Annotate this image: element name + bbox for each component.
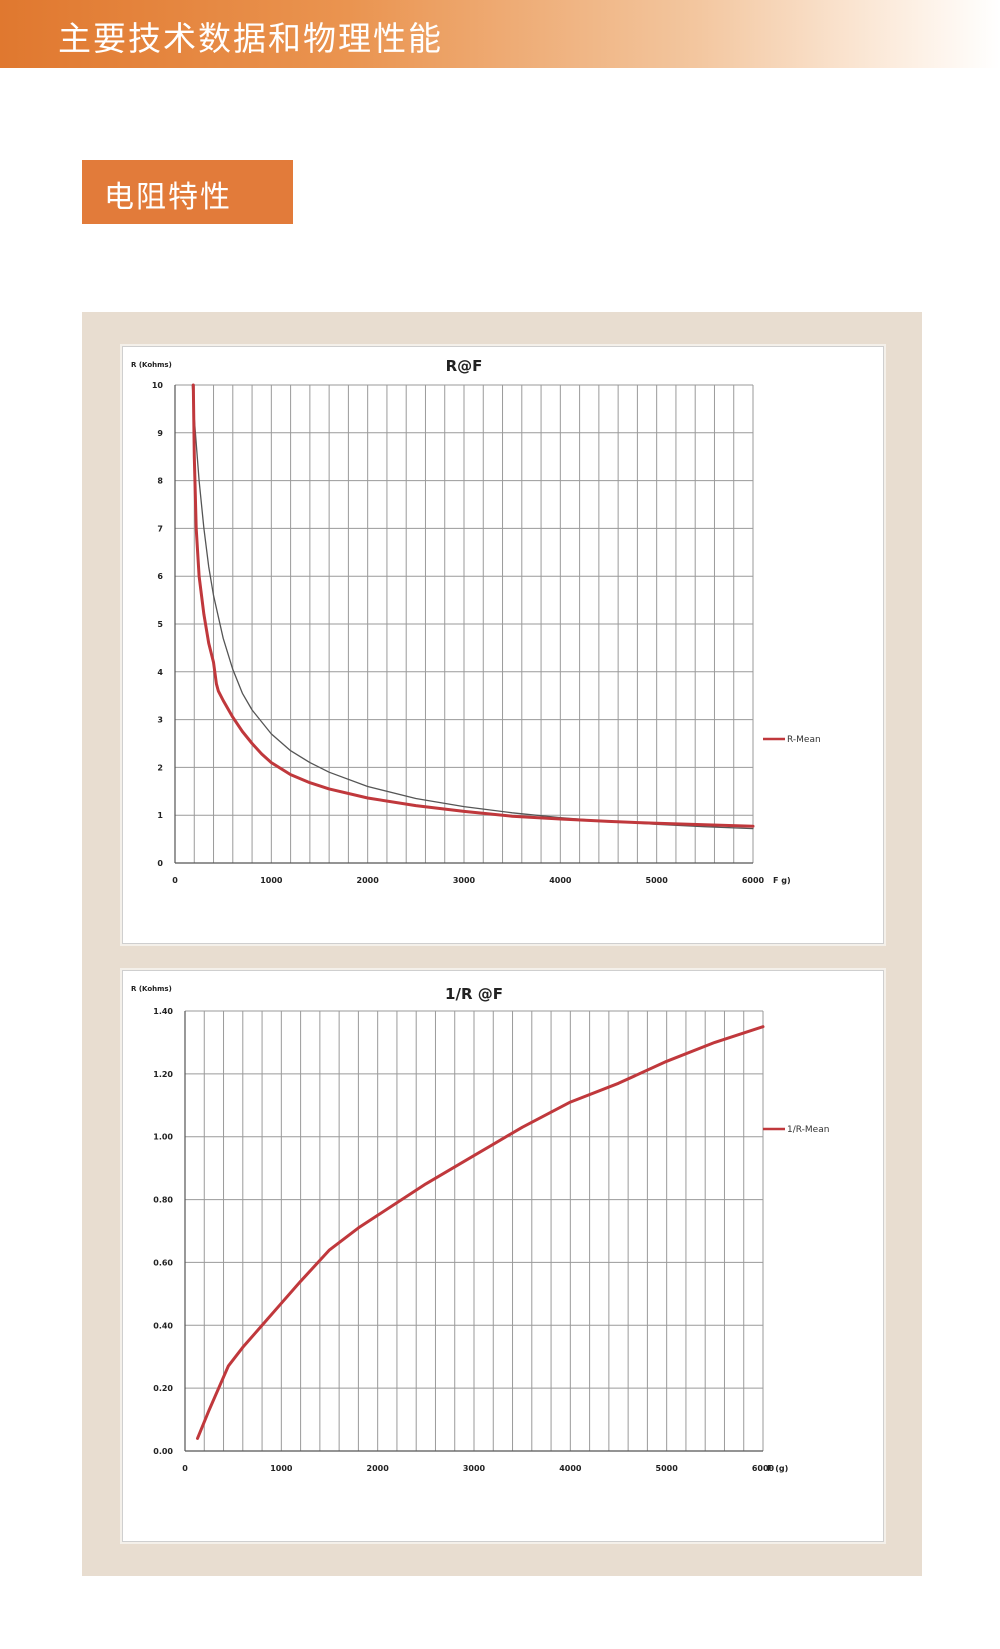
x-axis-label: F (g): [767, 1464, 788, 1473]
y-tick-label: 4: [157, 668, 163, 677]
x-axis-label: F g): [773, 876, 791, 885]
chart-inverse-r-at-f-svg: 0.00 0.20 0.40 0.60 0.80 1.00 1.20 1.40 0 1000 200…: [131, 985, 829, 1473]
y-tick-label: 1.00: [153, 1133, 173, 1142]
x-tick-label: 0: [172, 876, 178, 885]
chart-inverse-r-at-f: 0.00 0.20 0.40 0.60 0.80 1.00 1.20 1.40 0 1000 200…: [122, 970, 884, 1542]
y-tick-label: 0.40: [153, 1321, 173, 1330]
x-tick-label: 2000: [367, 1464, 390, 1473]
chart-r-at-f: 0 1 2 3 4 5 6 7 8 9 10 0 1000 2000 3000 4000 5000 6000 R@F…: [122, 346, 884, 944]
x-tick-label: 4000: [549, 876, 572, 885]
page-title: 主要技术数据和物理性能: [58, 19, 443, 58]
x-tick-label: 4000: [559, 1464, 582, 1473]
x-tick-label: 3000: [453, 876, 476, 885]
x-tick-label: 0: [182, 1464, 188, 1473]
y-tick-label: 1.20: [153, 1070, 173, 1079]
x-tick-label: 3000: [463, 1464, 486, 1473]
y-tick-label: 0.60: [153, 1258, 173, 1267]
x-tick-label: 2000: [357, 876, 380, 885]
y-tick-label: 8: [157, 477, 163, 486]
y-tick-label: 6: [157, 572, 163, 581]
header-bar: 主要技术数据和物理性能: [0, 0, 1000, 68]
y-tick-label: 10: [152, 381, 164, 390]
chart-title: 1/R @F: [445, 985, 503, 1003]
y-tick-label: 0.00: [153, 1447, 173, 1456]
y-tick-label: 2: [157, 763, 163, 772]
x-tick-label: 6000: [742, 876, 765, 885]
section-tag: 电阻特性: [82, 160, 293, 224]
y-tick-label: 1: [157, 811, 163, 820]
series-line-reference: [191, 384, 754, 830]
y-tick-label: 9: [157, 429, 163, 438]
section-title: 电阻特性: [104, 180, 232, 215]
y-tick-label: 5: [157, 620, 163, 629]
y-axis-label: R (Kohms): [131, 985, 172, 993]
legend-label: 1/R-Mean: [787, 1125, 829, 1135]
y-tick-label: 7: [157, 524, 163, 533]
x-tick-label: 1000: [260, 876, 283, 885]
x-tick-label: 6000: [752, 1464, 775, 1473]
x-tick-label: 1000: [270, 1464, 293, 1473]
y-tick-label: 0.80: [153, 1196, 173, 1205]
y-tick-label: 1.40: [153, 1007, 173, 1016]
y-tick-label: 0: [157, 859, 163, 868]
series-line-1-r-mean: [196, 1025, 765, 1440]
x-tick-label: 5000: [656, 1464, 679, 1473]
chart-title: R@F: [446, 357, 483, 375]
y-tick-label: 3: [157, 716, 163, 725]
y-tick-label: 0.20: [153, 1384, 173, 1393]
legend-label: R-Mean: [787, 735, 821, 745]
series-line-r-mean: [191, 383, 755, 828]
x-tick-label: 5000: [646, 876, 669, 885]
y-axis-label: R (Kohms): [131, 361, 172, 369]
chart-r-at-f-svg: 0 1 2 3 4 5 6 7 8 9 10 0 1000 2000 3000 4000 5000 6000 R@F…: [131, 357, 821, 885]
